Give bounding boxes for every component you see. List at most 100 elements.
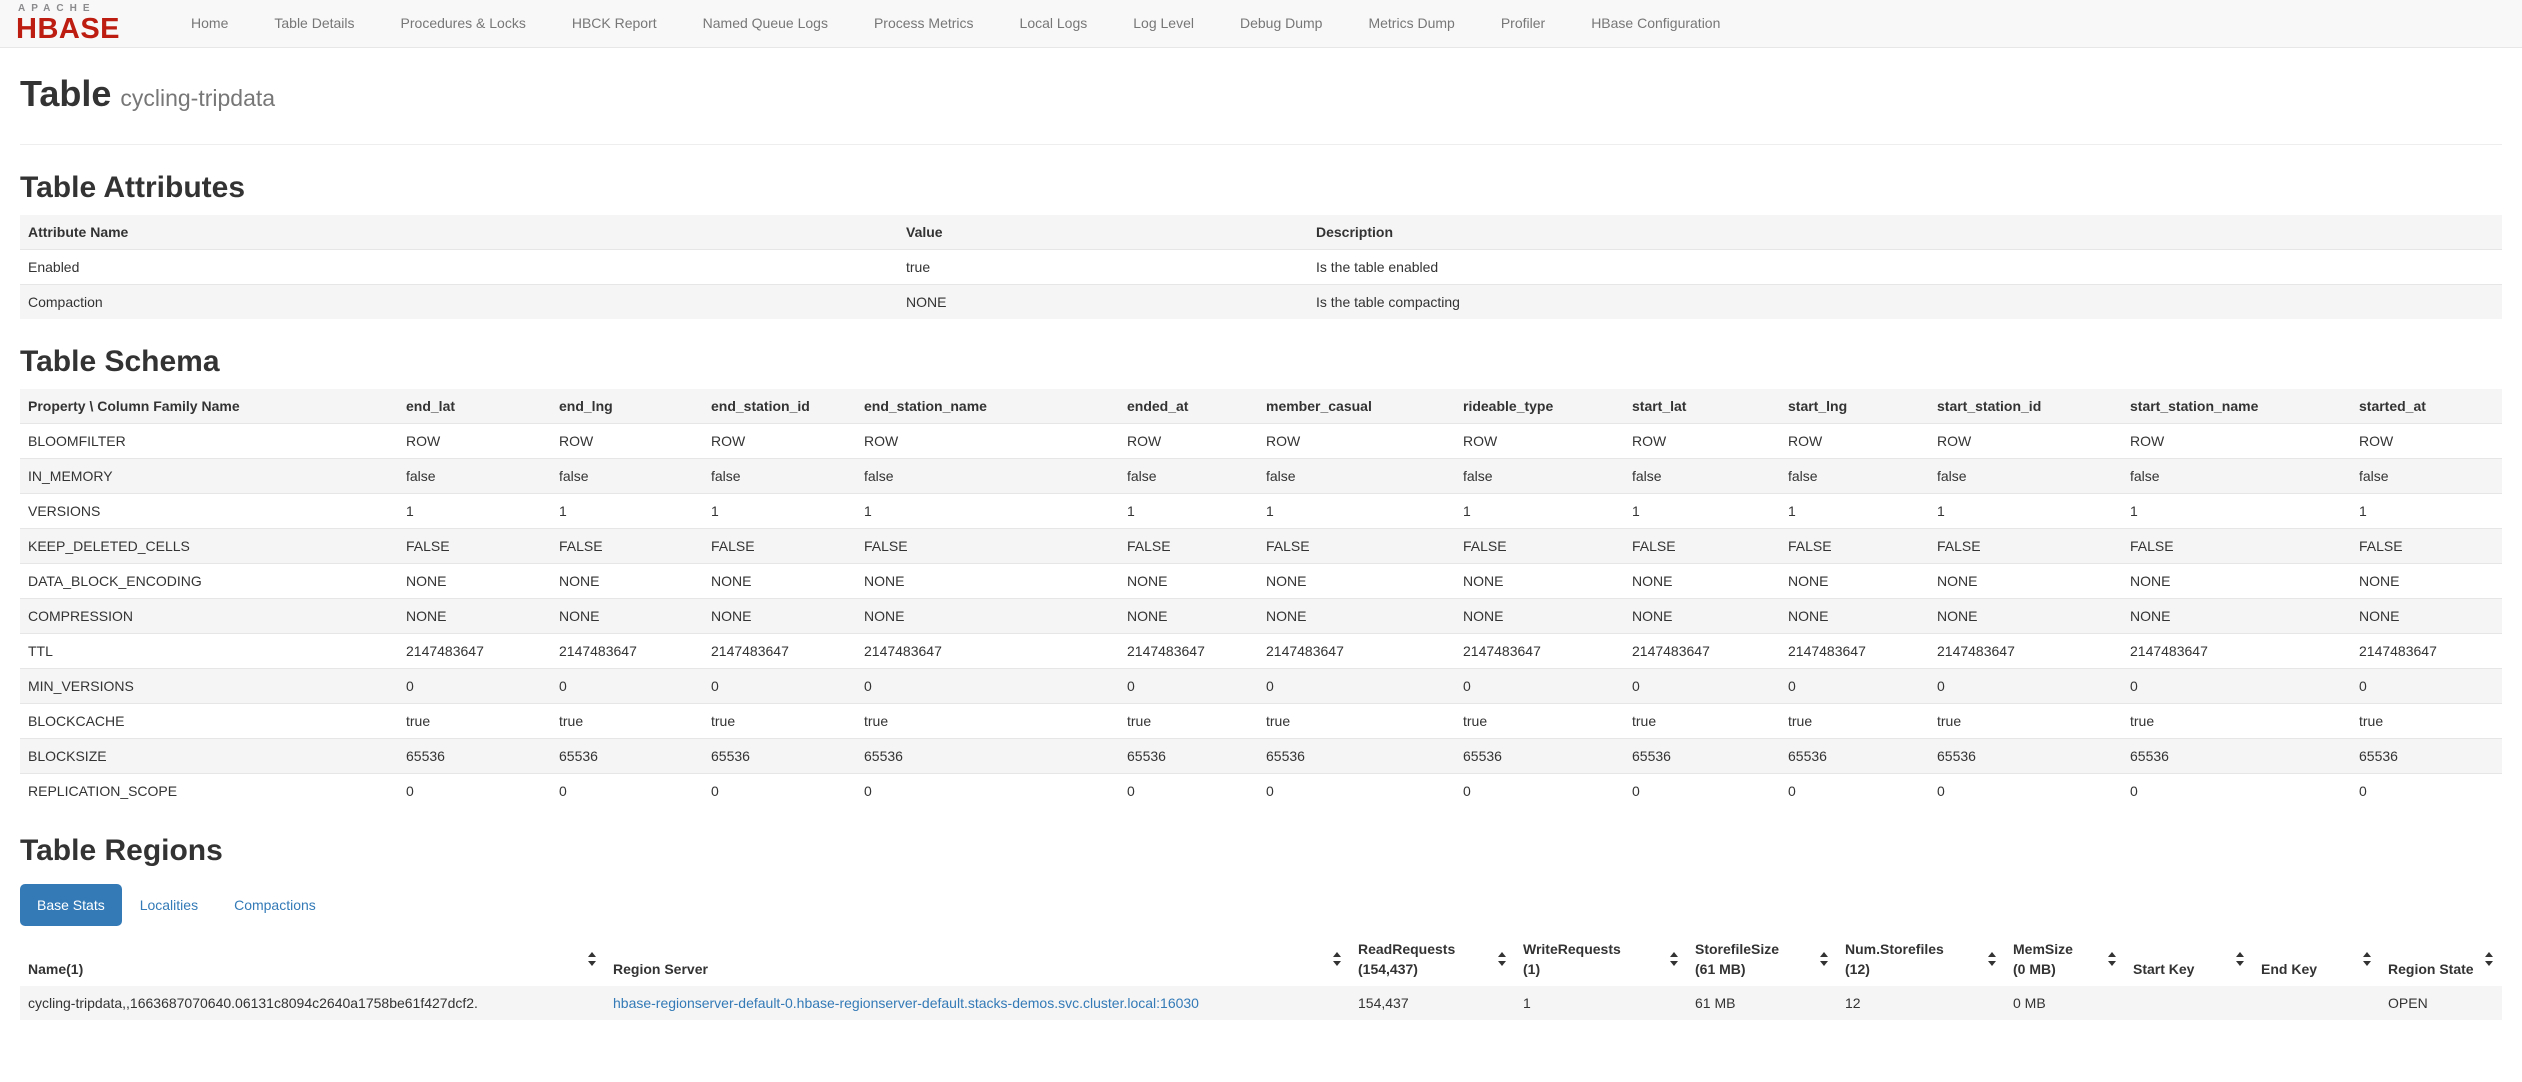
schema-family-header-end-lat: end_lat xyxy=(406,398,456,414)
nav-link-hbck-report[interactable]: HBCK Report xyxy=(571,15,657,31)
schema-value-cell: 0 xyxy=(398,773,551,808)
schema-value-cell: 0 xyxy=(551,773,703,808)
schema-value-cell: 0 xyxy=(2122,668,2351,704)
table-row: BLOCKCACHE true true true true true true true tr… xyxy=(20,703,2502,739)
schema-value-cell: 2147483647 xyxy=(1780,633,1929,669)
column-header-readrequests[interactable]: ReadRequests (154,437) xyxy=(1350,932,1515,986)
schema-value-cell: 0 xyxy=(1780,668,1929,704)
hbase-logo[interactable]: APACHE HBASE xyxy=(16,4,120,44)
column-header-label: MemSize xyxy=(2013,941,2073,957)
schema-value-cell: NONE xyxy=(398,598,551,634)
column-header-count: (12) xyxy=(1845,961,1870,977)
page-content: Table cycling-tripdata Table Attributes A… xyxy=(20,74,2502,1020)
schema-value-cell: FALSE xyxy=(1258,528,1455,564)
schema-value-cell: FALSE xyxy=(703,528,856,564)
region-server-cell: hbase-regionserver-default-0.hbase-regio… xyxy=(605,986,1350,1020)
column-header-label: StorefileSize xyxy=(1695,941,1780,957)
schema-value-cell: true xyxy=(1624,703,1780,739)
sort-down-arrow xyxy=(2236,961,2244,966)
schema-value-cell: 2147483647 xyxy=(2351,633,2502,669)
nav-link-local-logs[interactable]: Local Logs xyxy=(1019,15,1088,31)
table-row: BLOOMFILTER ROW ROW ROW ROW ROW ROW ROW ROW ROW RO… xyxy=(20,423,2502,459)
attribute-description-cell: Is the table compacting xyxy=(1308,284,2502,319)
tab-base-stats[interactable]: Base Stats xyxy=(20,884,122,926)
sort-down-arrow xyxy=(2485,961,2493,966)
schema-value-cell: 0 xyxy=(1258,773,1455,808)
nav-link-named-queue-logs[interactable]: Named Queue Logs xyxy=(702,15,828,31)
column-header-count: (0 MB) xyxy=(2013,961,2056,977)
schema-value-cell: 65536 xyxy=(398,738,551,774)
schema-value-cell: 1 xyxy=(2351,493,2502,529)
region-server-link[interactable]: hbase-regionserver-default-0.hbase-regio… xyxy=(613,995,1199,1011)
schema-value-cell: false xyxy=(551,458,703,494)
nav-link-home[interactable]: Home xyxy=(191,15,229,31)
schema-value-cell: FALSE xyxy=(1624,528,1780,564)
logo-apache-text: APACHE xyxy=(18,3,96,14)
column-header-memsize[interactable]: MemSize (0 MB) xyxy=(2005,932,2125,986)
schema-family-header-start-lng: start_lng xyxy=(1788,398,1848,414)
schema-value-cell: true xyxy=(2122,703,2351,739)
schema-value-cell: false xyxy=(1119,458,1258,494)
column-header-region-server[interactable]: Region Server xyxy=(605,932,1350,986)
nav-link-debug-dump[interactable]: Debug Dump xyxy=(1239,15,1323,31)
column-header-label: ReadRequests xyxy=(1358,941,1456,957)
schema-header-row: Property \ Column Family Name end_lat end_… xyxy=(20,389,2502,424)
schema-value-cell: ROW xyxy=(2351,423,2502,459)
attributes-header-row: Attribute Name Value Description xyxy=(20,215,2502,250)
column-header-start-key[interactable]: Start Key xyxy=(2125,932,2253,986)
schema-value-cell: 65536 xyxy=(2122,738,2351,774)
schema-value-cell: 0 xyxy=(703,773,856,808)
region-state-cell: OPEN xyxy=(2388,995,2428,1011)
schema-value-cell: 65536 xyxy=(856,738,1119,774)
schema-value-cell: NONE xyxy=(1258,563,1455,599)
schema-value-cell: 2147483647 xyxy=(1929,633,2122,669)
nav-link-log-level[interactable]: Log Level xyxy=(1133,15,1194,31)
attribute-description-cell: Is the table enabled xyxy=(1308,249,2502,285)
nav-link-profiler[interactable]: Profiler xyxy=(1500,15,1546,31)
read-requests-cell: 154,437 xyxy=(1358,995,1409,1011)
nav-link-hbase-configuration[interactable]: HBase Configuration xyxy=(1591,15,1721,31)
sort-up-arrow xyxy=(1988,952,1996,957)
table-row: BLOCKSIZE 65536 65536 65536 65536 65536 65536 6… xyxy=(20,738,2502,774)
sort-down-arrow xyxy=(2108,961,2116,966)
nav-item: Metrics Dump xyxy=(1345,0,1477,47)
column-header-num-storefiles[interactable]: Num.Storefiles (12) xyxy=(1837,932,2005,986)
nav-item: HBCK Report xyxy=(549,0,680,47)
schema-value-cell: 1 xyxy=(1780,493,1929,529)
nav-link-process-metrics[interactable]: Process Metrics xyxy=(873,15,974,31)
storefile-size-cell: 61 MB xyxy=(1695,995,1736,1011)
schema-value-cell: NONE xyxy=(1119,563,1258,599)
top-navbar: APACHE HBASE Home Table Details Procedures… xyxy=(0,0,2522,48)
schema-value-cell: false xyxy=(1929,458,2122,494)
schema-value-cell: 1 xyxy=(703,493,856,529)
column-header-writerequests[interactable]: WriteRequests (1) xyxy=(1515,932,1687,986)
schema-property-cell: IN_MEMORY xyxy=(20,458,398,494)
tab-localities[interactable]: Localities xyxy=(139,897,199,913)
schema-value-cell: 65536 xyxy=(1780,738,1929,774)
column-header-name-1[interactable]: Name(1) xyxy=(20,932,605,986)
schema-value-cell: ROW xyxy=(1624,423,1780,459)
schema-value-cell: true xyxy=(398,703,551,739)
nav-link-metrics-dump[interactable]: Metrics Dump xyxy=(1368,15,1455,31)
nav-item: Named Queue Logs xyxy=(680,0,851,47)
table-regions-table: Name(1) Region Server ReadRequests (154,437… xyxy=(20,932,2502,1020)
schema-family-header-ended-at: ended_at xyxy=(1127,398,1189,414)
table-attributes-table: Attribute Name Value Description Enabled tru… xyxy=(20,215,2502,319)
schema-value-cell: 1 xyxy=(1624,493,1780,529)
nav-link-procedures-locks[interactable]: Procedures & Locks xyxy=(400,15,526,31)
sort-up-arrow xyxy=(1333,952,1341,957)
schema-value-cell: false xyxy=(1455,458,1624,494)
attributes-column-header-attribute-name: Attribute Name xyxy=(28,224,129,240)
schema-value-cell: 65536 xyxy=(2351,738,2502,774)
tab-compactions[interactable]: Compactions xyxy=(234,897,316,913)
schema-value-cell: false xyxy=(2122,458,2351,494)
column-header-region-state[interactable]: Region State xyxy=(2380,932,2502,986)
schema-value-cell: 65536 xyxy=(551,738,703,774)
schema-family-header-start-station-id: start_station_id xyxy=(1937,398,2042,414)
nav-link-table-details[interactable]: Table Details xyxy=(274,15,355,31)
schema-value-cell: NONE xyxy=(2122,563,2351,599)
schema-family-header-end-station-name: end_station_name xyxy=(864,398,987,414)
schema-value-cell: NONE xyxy=(2351,598,2502,634)
column-header-storefilesize[interactable]: StorefileSize (61 MB) xyxy=(1687,932,1837,986)
column-header-end-key[interactable]: End Key xyxy=(2253,932,2380,986)
